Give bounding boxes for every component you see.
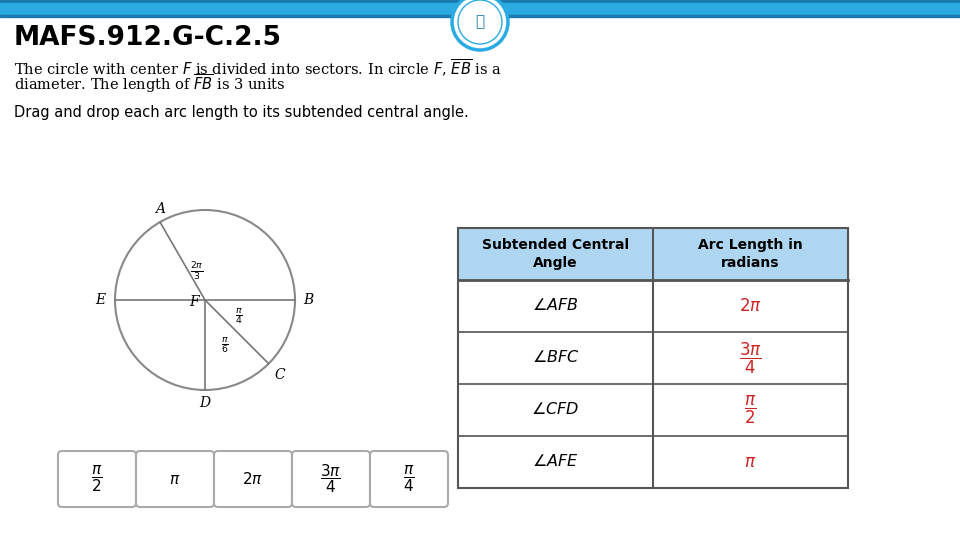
Text: $\dfrac{3\pi}{4}$: $\dfrac{3\pi}{4}$ <box>321 463 342 495</box>
Bar <box>0 15 960 17</box>
Text: 🐟: 🐟 <box>475 15 485 30</box>
Bar <box>0 0 960 3</box>
Text: F: F <box>189 295 199 309</box>
Text: The circle with center $F$ is divided into sectors. In circle $F$, $\overline{EB: The circle with center $F$ is divided in… <box>14 57 502 78</box>
FancyBboxPatch shape <box>58 451 136 507</box>
Text: C: C <box>275 368 285 382</box>
Text: $\pi$: $\pi$ <box>744 453 756 471</box>
Text: $\frac{\pi}{6}$: $\frac{\pi}{6}$ <box>221 335 228 355</box>
Text: $\angle AFE$: $\angle AFE$ <box>532 454 579 470</box>
Bar <box>0 3 960 15</box>
Text: $\dfrac{3\pi}{4}$: $\dfrac{3\pi}{4}$ <box>739 340 762 376</box>
Text: $2\pi$: $2\pi$ <box>243 471 264 487</box>
Text: $\dfrac{\pi}{4}$: $\dfrac{\pi}{4}$ <box>403 464 415 494</box>
Text: MAFS.912.G-C.2.5: MAFS.912.G-C.2.5 <box>14 25 282 51</box>
FancyBboxPatch shape <box>292 451 370 507</box>
Bar <box>458 228 848 280</box>
Text: $\dfrac{\pi}{2}$: $\dfrac{\pi}{2}$ <box>744 394 756 426</box>
FancyBboxPatch shape <box>370 451 448 507</box>
Text: $\frac{2\pi}{3}$: $\frac{2\pi}{3}$ <box>190 261 204 283</box>
Text: $\angle AFB$: $\angle AFB$ <box>532 298 579 314</box>
Text: Drag and drop each arc length to its subtended central angle.: Drag and drop each arc length to its sub… <box>14 105 468 120</box>
Text: Arc Length in
radians: Arc Length in radians <box>698 238 803 270</box>
FancyBboxPatch shape <box>214 451 292 507</box>
Text: D: D <box>200 396 210 410</box>
Text: $\frac{\pi}{4}$: $\frac{\pi}{4}$ <box>235 306 243 326</box>
Text: E: E <box>95 293 105 307</box>
Text: $\angle CFD$: $\angle CFD$ <box>531 402 580 418</box>
Text: A: A <box>155 202 165 216</box>
Circle shape <box>452 0 508 50</box>
Text: $\angle BFC$: $\angle BFC$ <box>532 349 579 367</box>
Text: diameter. The length of $\overline{FB}$ is 3 units: diameter. The length of $\overline{FB}$ … <box>14 73 286 95</box>
Text: Subtended Central
Angle: Subtended Central Angle <box>482 238 629 270</box>
Bar <box>458 228 848 488</box>
Text: B: B <box>302 293 313 307</box>
FancyBboxPatch shape <box>136 451 214 507</box>
Text: $2\pi$: $2\pi$ <box>739 297 762 315</box>
Text: $\dfrac{\pi}{2}$: $\dfrac{\pi}{2}$ <box>91 464 103 494</box>
Text: $\pi$: $\pi$ <box>169 471 180 487</box>
